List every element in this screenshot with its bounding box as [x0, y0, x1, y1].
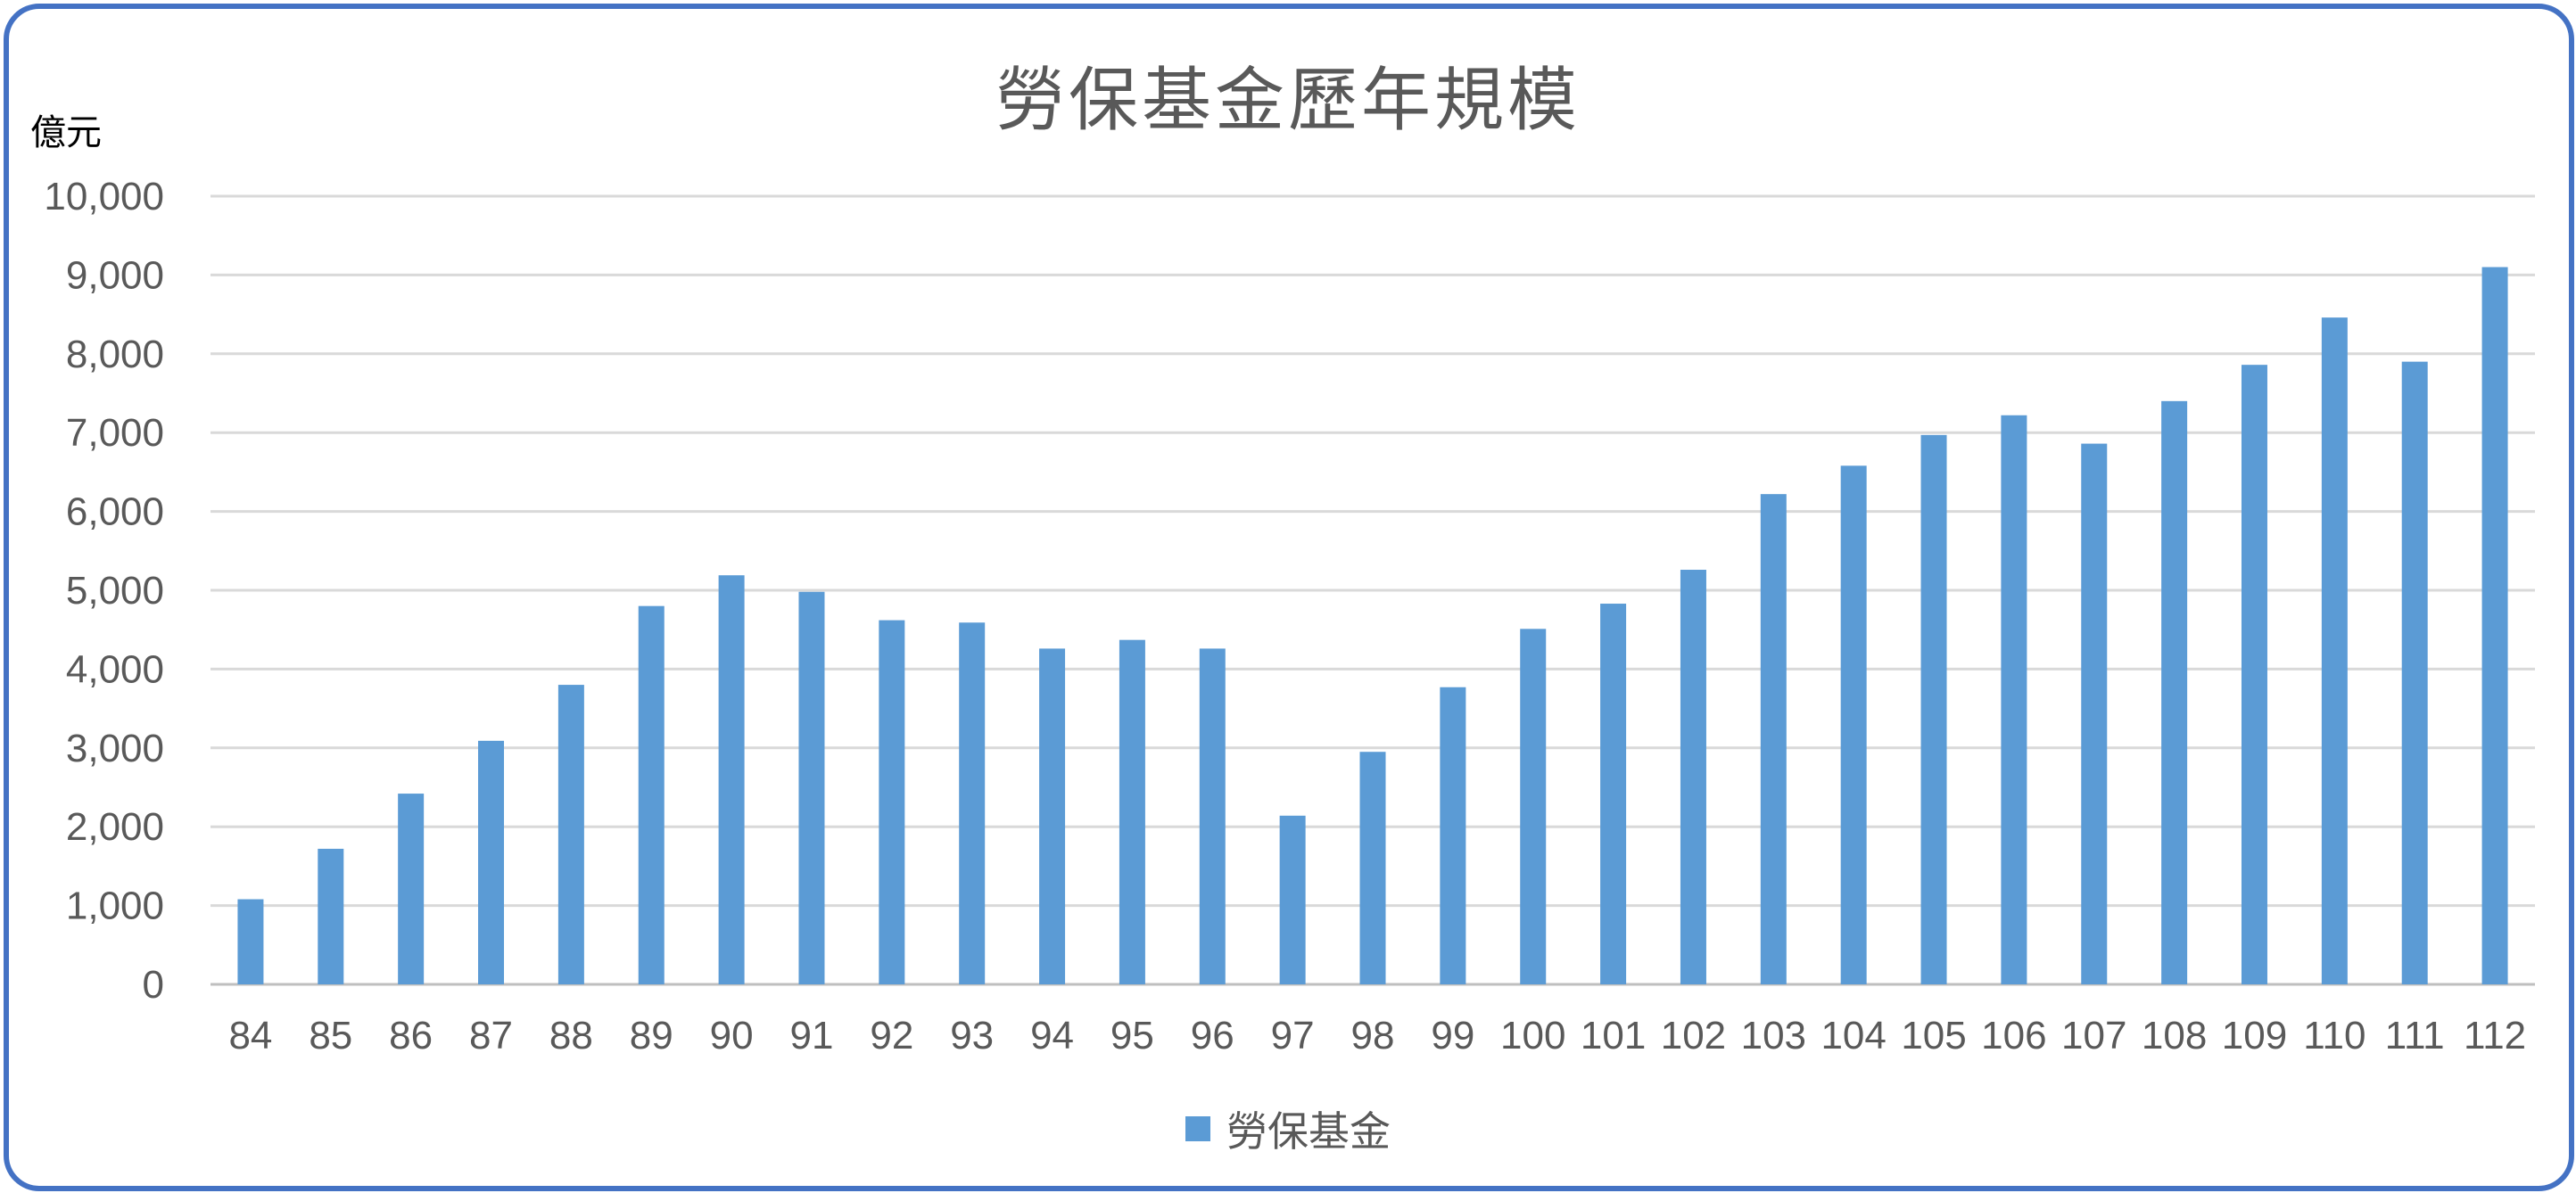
- legend: 勞保基金: [0, 1099, 2576, 1158]
- y-tick-label: 4,000: [66, 647, 164, 691]
- y-tick-label: 8,000: [66, 333, 164, 376]
- x-tick-label: 94: [1030, 1014, 1074, 1057]
- y-tick-label: 0: [143, 963, 164, 1007]
- bar: [1760, 494, 1787, 984]
- x-tick-label: 105: [1901, 1014, 1966, 1057]
- bar: [1039, 648, 1066, 984]
- y-tick-label: 2,000: [66, 805, 164, 849]
- x-tick-label: 93: [950, 1014, 994, 1057]
- bar: [1840, 465, 1867, 984]
- bar: [1440, 687, 1466, 984]
- y-tick-label: 10,000: [44, 175, 164, 218]
- x-tick-label: 106: [1981, 1014, 2046, 1057]
- x-tick-label: 98: [1351, 1014, 1395, 1057]
- bar: [1199, 648, 1226, 984]
- y-tick-label: 3,000: [66, 727, 164, 770]
- y-tick-label: 5,000: [66, 569, 164, 613]
- bar: [398, 794, 425, 984]
- bar: [1279, 815, 1306, 984]
- x-tick-label: 112: [2464, 1014, 2526, 1057]
- y-tick-label: 6,000: [66, 490, 164, 534]
- x-tick-label: 104: [1821, 1014, 1886, 1057]
- x-tick-label: 90: [710, 1014, 754, 1057]
- x-tick-label: 99: [1431, 1014, 1474, 1057]
- bar: [2081, 443, 2108, 984]
- x-tick-label: 108: [2142, 1014, 2207, 1057]
- bar: [638, 605, 665, 984]
- x-tick-label: 96: [1191, 1014, 1234, 1057]
- bar: [2241, 365, 2267, 984]
- bar: [798, 591, 825, 984]
- y-tick-label: 9,000: [66, 253, 164, 297]
- bar: [1520, 629, 1547, 984]
- x-tick-label: 111: [2385, 1014, 2445, 1057]
- bar: [879, 620, 905, 984]
- chart-title: 勞保基金歷年規模: [995, 61, 1581, 141]
- x-tick-label: 87: [469, 1014, 513, 1057]
- x-tick-label: 86: [389, 1014, 433, 1057]
- legend-label: 勞保基金: [1226, 1107, 1391, 1156]
- chart-frame: [4, 4, 2574, 1191]
- x-tick-label: 107: [2061, 1014, 2126, 1057]
- x-tick-label: 102: [1661, 1014, 1726, 1057]
- x-tick-label: 92: [870, 1014, 913, 1057]
- x-tick-label: 101: [1581, 1014, 1646, 1057]
- x-tick-label: 88: [549, 1014, 593, 1057]
- bar: [1119, 639, 1145, 984]
- bar: [237, 899, 264, 984]
- x-tick-label: 89: [630, 1014, 673, 1057]
- y-tick-label: 7,000: [66, 411, 164, 455]
- x-tick-label: 100: [1500, 1014, 1565, 1057]
- bar: [2161, 400, 2188, 985]
- bar: [2401, 361, 2428, 984]
- bar: [2481, 267, 2508, 984]
- x-tick-label: 95: [1110, 1014, 1154, 1057]
- x-tick-label: 110: [2303, 1014, 2365, 1057]
- x-tick-label: 91: [789, 1014, 833, 1057]
- x-tick-label: 85: [309, 1014, 352, 1057]
- x-tick-label: 84: [228, 1014, 272, 1057]
- bar: [1920, 434, 1947, 984]
- x-tick-label: 103: [1741, 1014, 1806, 1057]
- bar: [318, 848, 344, 984]
- bar: [1359, 752, 1386, 984]
- bar: [2001, 415, 2027, 984]
- bar: [478, 740, 505, 984]
- bar: [2321, 317, 2348, 984]
- x-tick-label: 97: [1271, 1014, 1315, 1057]
- bar: [1600, 604, 1627, 984]
- legend-swatch: [1185, 1116, 1210, 1141]
- y-tick-label: 1,000: [66, 884, 164, 928]
- x-tick-label: 109: [2222, 1014, 2287, 1057]
- y-axis-unit-label: 億元: [30, 112, 102, 153]
- bar: [1680, 570, 1706, 984]
- bar: [959, 622, 986, 984]
- bar: [718, 575, 745, 984]
- bar: [557, 685, 584, 984]
